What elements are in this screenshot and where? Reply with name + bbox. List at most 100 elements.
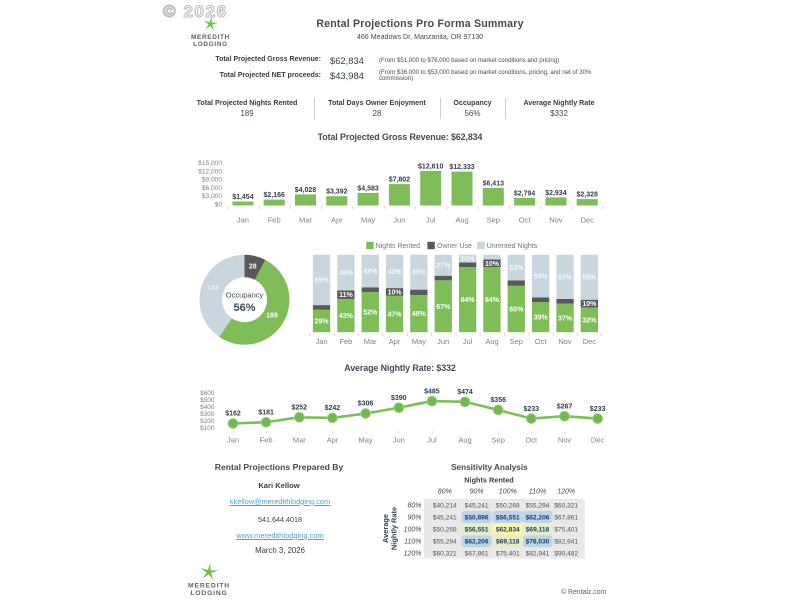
svg-text:65%: 65% (314, 278, 329, 285)
svg-text:$2,934: $2,934 (545, 190, 567, 197)
svg-text:$69,118: $69,118 (526, 527, 550, 534)
svg-text:56%: 56% (233, 302, 255, 314)
svg-text:Owner Use: Owner Use (437, 243, 472, 250)
svg-text:$162: $162 (225, 411, 241, 418)
svg-text:Occupancy: Occupancy (226, 291, 264, 300)
svg-text:$400: $400 (200, 404, 215, 411)
svg-text:$82,941: $82,941 (526, 551, 550, 558)
svg-text:$50,268: $50,268 (433, 527, 457, 534)
svg-text:$90,482: $90,482 (554, 551, 578, 558)
svg-text:84%: 84% (485, 297, 500, 304)
svg-text:80%: 80% (407, 502, 421, 509)
svg-text:$67,861: $67,861 (554, 514, 578, 521)
svg-text:Jan: Jan (237, 216, 249, 225)
svg-text:$474: $474 (457, 389, 473, 396)
svg-text:Aug: Aug (485, 337, 498, 346)
svg-text:90%: 90% (407, 514, 421, 521)
svg-text:$55,294: $55,294 (433, 539, 457, 546)
svg-text:$62,206: $62,206 (465, 539, 489, 546)
svg-text:$56,551: $56,551 (465, 527, 489, 534)
svg-text:Sep: Sep (487, 216, 500, 225)
svg-text:Mar: Mar (293, 436, 306, 445)
svg-text:$62,834: $62,834 (496, 527, 520, 534)
svg-text:110%: 110% (529, 488, 546, 495)
svg-text:$500: $500 (200, 397, 215, 404)
svg-text:10%: 10% (388, 290, 403, 297)
svg-text:110%: 110% (404, 539, 421, 546)
svg-text:58%: 58% (582, 275, 597, 282)
svg-text:$3,000: $3,000 (202, 193, 223, 200)
svg-text:48%: 48% (412, 311, 427, 318)
svg-text:Feb: Feb (339, 337, 352, 346)
svg-text:11%: 11% (339, 292, 353, 299)
svg-text:$45,241: $45,241 (465, 502, 489, 509)
svg-text:$356: $356 (490, 397, 506, 404)
svg-text:LODGING: LODGING (190, 590, 227, 597)
svg-text:$233: $233 (524, 406, 540, 413)
svg-text:Mar: Mar (299, 216, 312, 225)
svg-text:LODGING: LODGING (193, 41, 228, 48)
svg-text:Apr: Apr (331, 216, 343, 225)
svg-text:Jun: Jun (393, 216, 405, 225)
svg-text:$76,030: $76,030 (526, 539, 550, 546)
svg-text:28: 28 (249, 263, 257, 270)
svg-text:Nov: Nov (558, 337, 572, 346)
svg-text:$600: $600 (200, 390, 215, 397)
svg-text:$6,000: $6,000 (202, 185, 223, 192)
svg-text:$3,392: $3,392 (326, 189, 348, 196)
svg-text:$4,583: $4,583 (357, 185, 379, 192)
svg-text:$390: $390 (391, 395, 407, 402)
svg-text:$56,551: $56,551 (496, 514, 520, 521)
svg-text:$69,118: $69,118 (496, 539, 520, 546)
svg-text:Nights Rented: Nights Rented (464, 475, 513, 484)
svg-text:$0: $0 (215, 201, 223, 208)
svg-text:Dec: Dec (581, 216, 595, 225)
svg-text:Apr: Apr (327, 436, 339, 445)
svg-text:80%: 80% (438, 488, 452, 495)
svg-text:$82,941: $82,941 (554, 539, 578, 546)
svg-text:29%: 29% (314, 319, 329, 326)
svg-text:$55,294: $55,294 (526, 502, 550, 509)
svg-text:55%: 55% (534, 274, 549, 281)
svg-text:52%: 52% (363, 310, 378, 317)
svg-text:57%: 57% (558, 274, 573, 281)
svg-text:47%: 47% (388, 312, 403, 319)
svg-text:120%: 120% (557, 488, 575, 495)
svg-text:$2,794: $2,794 (514, 190, 536, 197)
svg-text:27%: 27% (436, 263, 451, 270)
svg-text:Nightly Rate: Nightly Rate (390, 507, 399, 550)
svg-text:33%: 33% (509, 265, 524, 272)
svg-text:$60,321: $60,321 (433, 551, 457, 558)
svg-text:84%: 84% (461, 297, 476, 304)
svg-text:148: 148 (207, 285, 219, 292)
svg-text:May: May (412, 337, 426, 346)
svg-text:Feb: Feb (268, 216, 281, 225)
svg-text:$181: $181 (258, 409, 274, 416)
svg-text:Jan: Jan (315, 337, 327, 346)
svg-text:$45,241: $45,241 (433, 514, 457, 521)
svg-text:Mar: Mar (364, 337, 377, 346)
svg-text:$7,802: $7,802 (389, 177, 411, 184)
svg-text:42%: 42% (363, 269, 378, 276)
svg-text:May: May (361, 216, 375, 225)
svg-text:Jun: Jun (393, 436, 405, 445)
svg-text:90%: 90% (470, 488, 484, 495)
svg-text:43%: 43% (339, 313, 354, 320)
svg-text:MEREDITH: MEREDITH (188, 583, 230, 590)
svg-text:Oct: Oct (519, 216, 532, 225)
svg-text:$40,214: $40,214 (433, 502, 457, 509)
svg-text:Jul: Jul (426, 216, 436, 225)
svg-text:10%: 10% (485, 261, 500, 268)
svg-text:$50,896: $50,896 (465, 514, 489, 521)
svg-text:$2,328: $2,328 (576, 192, 598, 199)
svg-text:$2,166: $2,166 (263, 192, 285, 199)
svg-text:67%: 67% (436, 304, 451, 311)
svg-text:$306: $306 (358, 401, 374, 408)
svg-text:Oct: Oct (525, 436, 538, 445)
svg-text:$300: $300 (200, 411, 215, 418)
svg-text:Feb: Feb (260, 436, 273, 445)
svg-text:Jul: Jul (427, 436, 437, 445)
svg-text:$242: $242 (325, 405, 341, 412)
svg-text:Aug: Aug (458, 436, 471, 445)
svg-text:$67,861: $67,861 (465, 551, 489, 558)
